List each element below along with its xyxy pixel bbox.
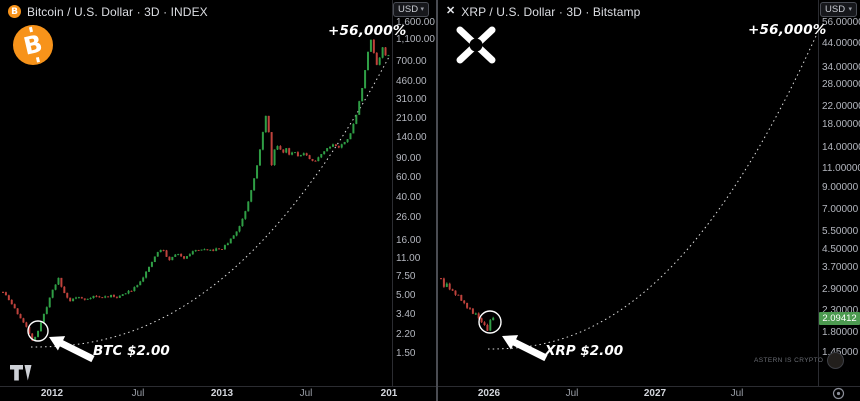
time-axis[interactable]: 2012 Jul 2013 Jul 201 xyxy=(0,0,436,401)
gain-annotation[interactable]: +56,000% xyxy=(748,22,827,38)
price-tick: 90.00 xyxy=(396,153,422,165)
price-tick: 22.00000 xyxy=(822,100,860,112)
tradingview-logo-icon[interactable] xyxy=(8,363,34,386)
pane-divider[interactable] xyxy=(436,0,438,401)
currency-dropdown[interactable]: USD ▾ xyxy=(820,2,857,17)
price-tick: 2.90000 xyxy=(822,283,859,295)
watermark-text: ASTERN IS CRYPTO xyxy=(754,357,824,364)
time-tick: 2012 xyxy=(40,388,64,399)
price-tick: 40.00 xyxy=(396,191,422,203)
price-tick: 11.00 xyxy=(396,252,421,264)
price-tick: 56.00000 xyxy=(822,16,860,28)
time-tick: Jul xyxy=(730,388,744,399)
price-tick: 2.20 xyxy=(396,329,416,341)
time-tick: 2013 xyxy=(210,388,234,399)
price-tick: 18.00000 xyxy=(822,119,860,130)
currency-label: USD xyxy=(825,4,846,15)
plot-svg[interactable] xyxy=(0,0,436,401)
price-tick: 210.00 xyxy=(396,112,427,124)
chevron-down-icon: ▾ xyxy=(420,5,424,13)
price-tick: 3.70000 xyxy=(822,261,859,273)
currency-label: USD xyxy=(398,4,419,15)
time-tick: Jul xyxy=(565,388,579,399)
pane-right[interactable]: ✕ XRP / U.S. Dollar · 3D · Bitstamp USD … xyxy=(438,0,860,401)
price-tick: 34.00000 xyxy=(822,61,860,73)
chart-title[interactable]: XRP / U.S. Dollar · 3D · Bitstamp xyxy=(461,4,641,19)
btc-symbol-icon: B xyxy=(8,5,21,18)
price-tick: 28.00000 xyxy=(822,79,860,91)
currency-dropdown[interactable]: USD ▾ xyxy=(393,2,429,17)
price-callout[interactable]: XRP $2.00 xyxy=(545,343,624,359)
price-tick: 5.00 xyxy=(396,290,416,302)
price-tick: 16.00 xyxy=(396,235,422,247)
price-tick: 1.50 xyxy=(396,347,416,359)
watermark-avatar xyxy=(827,352,845,369)
price-tick: 3.40 xyxy=(396,308,416,320)
price-tick: 2.30000 xyxy=(822,304,859,316)
time-tick: 2027 xyxy=(643,388,667,399)
price-axis[interactable]: 56.00000 44.00000 34.00000 28.00000 22.00000… xyxy=(438,0,860,401)
xrp-logo-icon xyxy=(452,22,500,73)
current-price-tag: 2.09412 xyxy=(819,311,860,325)
price-tick: 60.00 xyxy=(396,172,422,184)
time-tick: 2026 xyxy=(477,388,501,399)
price-tick: 1,600.00 xyxy=(396,16,435,28)
bitcoin-logo-icon: B xyxy=(12,24,54,71)
time-tick: Jul xyxy=(131,388,145,399)
chevron-down-icon: ▾ xyxy=(848,5,852,13)
price-callout[interactable]: BTC $2.00 xyxy=(93,343,170,359)
price-tick: 700.00 xyxy=(396,55,427,67)
price-tick: 26.00 xyxy=(396,212,422,224)
watermark: ASTERN IS CRYPTO xyxy=(754,352,845,369)
price-tick: 14.00000 xyxy=(822,141,860,153)
price-tick: 7.50 xyxy=(396,271,416,283)
time-axis[interactable]: 2026 Jul 2027 Jul xyxy=(438,0,860,401)
price-tick: 1.80000 xyxy=(822,326,859,338)
price-tick: 11.00000 xyxy=(822,163,860,175)
price-tick: 140.00 xyxy=(396,132,427,144)
price-tick: 310.00 xyxy=(396,94,427,106)
price-tick: 5.50000 xyxy=(822,226,859,238)
time-tick: 201 xyxy=(380,388,398,399)
price-tick: 44.00000 xyxy=(822,38,860,50)
chart-header: ✕ XRP / U.S. Dollar · 3D · Bitstamp xyxy=(446,3,640,20)
price-tick: 460.00 xyxy=(396,75,427,87)
time-tick: Jul xyxy=(299,388,313,399)
chart-title[interactable]: Bitcoin / U.S. Dollar · 3D · INDEX xyxy=(27,4,208,19)
pane-left[interactable]: B Bitcoin / U.S. Dollar · 3D · INDEX USD… xyxy=(0,0,436,401)
chart-header: B Bitcoin / U.S. Dollar · 3D · INDEX xyxy=(8,3,208,20)
price-tick: 9.00000 xyxy=(822,181,859,193)
price-tick: 7.00000 xyxy=(822,204,859,216)
xrp-symbol-icon: ✕ xyxy=(446,5,456,17)
gain-annotation[interactable]: +56,000% xyxy=(328,23,407,39)
scroll-to-realtime-icon[interactable] xyxy=(832,387,845,401)
price-tick: 1,100.00 xyxy=(396,34,435,46)
price-tick: 1.45000 xyxy=(822,346,859,358)
price-tick: 4.50000 xyxy=(822,244,859,256)
price-axis[interactable]: 1,600.00 1,100.00 700.00 460.00 310.00 210.00… xyxy=(0,0,436,401)
